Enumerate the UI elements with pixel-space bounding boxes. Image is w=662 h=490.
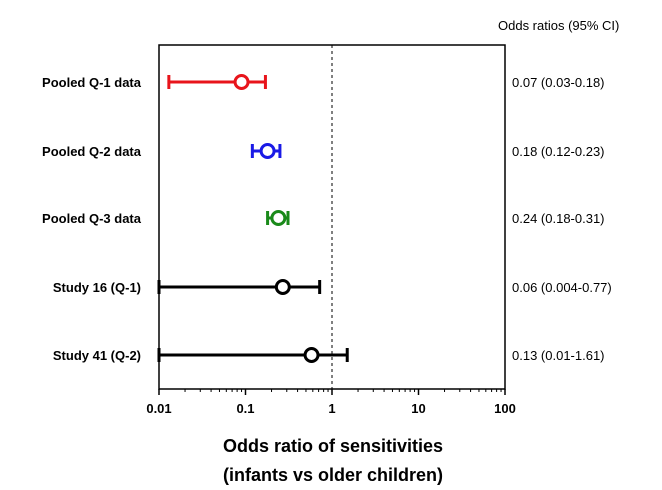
ci-value-text: 0.24 (0.18-0.31) xyxy=(512,211,605,226)
rows-layer: Pooled Q-1 data 0.07 (0.03-0.18)Pooled Q-… xyxy=(42,74,612,363)
row-label: Pooled Q-2 data xyxy=(42,144,142,159)
point-estimate-marker xyxy=(233,74,250,90)
x-tick-label: 0.01 xyxy=(146,401,171,416)
forest-row: Pooled Q-1 data 0.07 (0.03-0.18) xyxy=(42,74,605,90)
x-tick-label: 10 xyxy=(411,401,425,416)
forest-row: Pooled Q-2 data 0.18 (0.12-0.23) xyxy=(42,143,605,159)
plot-border xyxy=(158,44,506,390)
x-tick-label: 100 xyxy=(494,401,516,416)
x-axis: 0.01 0.1 1 10 100 xyxy=(146,389,516,416)
ci-value-text: 0.18 (0.12-0.23) xyxy=(512,144,605,159)
row-label: Study 41 (Q-2) xyxy=(53,348,141,363)
x-axis-title-line1: Odds ratio of sensitivities xyxy=(223,436,443,456)
forest-row: Pooled Q-3 data 0.24 (0.18-0.31) xyxy=(42,210,605,226)
forest-row: Study 16 (Q-1) 0.06 (0.004-0.77) xyxy=(53,279,612,295)
ci-header: Odds ratios (95% CI) xyxy=(498,18,619,33)
row-label: Pooled Q-1 data xyxy=(42,75,142,90)
ci-value-text: 0.06 (0.004-0.77) xyxy=(512,280,612,295)
point-estimate-marker xyxy=(259,143,276,159)
ci-value-text: 0.07 (0.03-0.18) xyxy=(512,75,605,90)
ci-value-text: 0.13 (0.01-1.61) xyxy=(512,348,605,363)
row-label: Study 16 (Q-1) xyxy=(53,280,141,295)
forest-row: Study 41 (Q-2) 0.13 (0.01-1.61) xyxy=(53,347,605,363)
x-axis-title-line2: (infants vs older children) xyxy=(223,465,443,485)
plot-frame xyxy=(158,44,506,390)
point-estimate-marker xyxy=(274,279,291,295)
x-tick-label: 1 xyxy=(328,401,335,416)
point-estimate-marker xyxy=(270,210,287,226)
point-estimate-marker xyxy=(303,347,320,363)
x-tick-label: 0.1 xyxy=(236,401,254,416)
row-label: Pooled Q-3 data xyxy=(42,211,142,226)
